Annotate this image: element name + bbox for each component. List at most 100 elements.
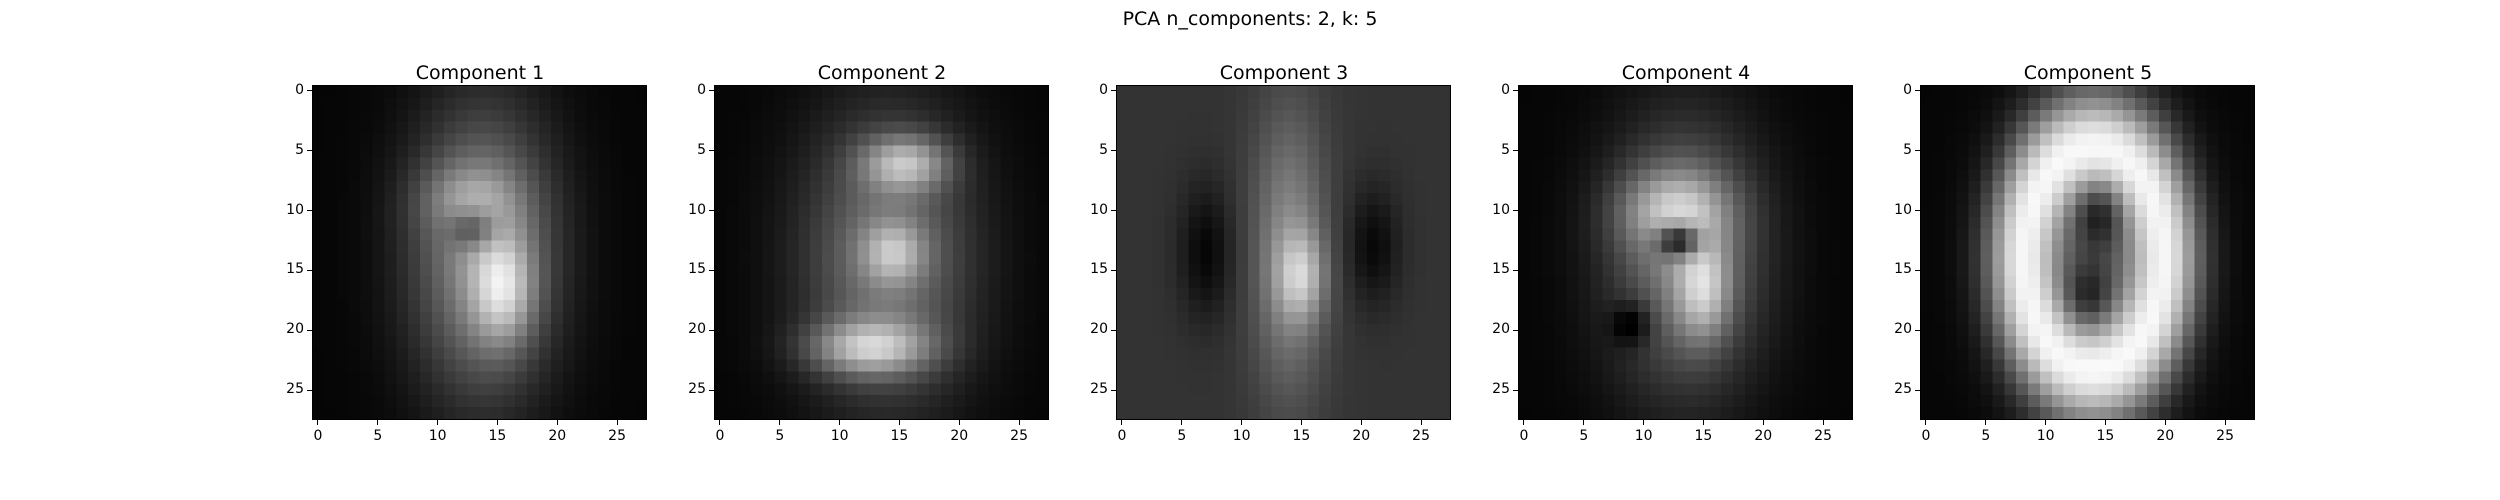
x-tick-label: 0	[313, 428, 323, 444]
component-3-image	[1116, 85, 1451, 420]
x-tick-mark	[556, 420, 558, 425]
y-tick-mark	[1513, 389, 1518, 391]
x-tick-label: 15	[488, 428, 507, 444]
y-tick-mark	[307, 269, 312, 271]
panel-title: Component 1	[415, 62, 545, 84]
x-tick-label: 20	[548, 428, 567, 444]
panel-title: Component 2	[817, 62, 947, 84]
x-tick-mark	[1643, 420, 1645, 425]
y-tick-label: 20	[688, 321, 706, 338]
x-tick-mark	[1241, 420, 1243, 425]
x-tick-label: 0	[1921, 428, 1931, 444]
x-tick-mark	[1300, 420, 1302, 425]
y-tick-mark	[709, 90, 714, 92]
y-tick-label: 5	[697, 141, 706, 158]
y-tick-label: 10	[1894, 201, 1912, 218]
component-1-image	[312, 85, 647, 420]
x-tick-mark	[719, 420, 721, 425]
component-2-panel: Component 2 0 5 10 15 20 25 0 5 10 15 20 25	[688, 0, 1090, 500]
x-tick-mark	[496, 420, 498, 425]
x-tick-label: 15	[1694, 428, 1713, 444]
x-tick-mark	[1121, 420, 1123, 425]
y-tick-label: 5	[1903, 141, 1912, 158]
y-tick-label: 5	[295, 141, 304, 158]
y-tick-mark	[1513, 329, 1518, 331]
y-tick-mark	[709, 269, 714, 271]
y-tick-mark	[307, 389, 312, 391]
y-tick-mark	[1111, 90, 1116, 92]
x-tick-mark	[616, 420, 618, 425]
y-tick-label: 15	[1090, 261, 1108, 278]
y-tick-label: 15	[1894, 261, 1912, 278]
y-tick-label: 25	[688, 381, 706, 398]
y-tick-mark	[307, 329, 312, 331]
y-tick-label: 0	[697, 81, 706, 98]
y-tick-label: 25	[286, 381, 304, 398]
y-tick-mark	[709, 150, 714, 152]
y-tick-mark	[1915, 150, 1920, 152]
y-tick-label: 0	[1501, 81, 1510, 98]
y-tick-mark	[1111, 389, 1116, 391]
y-tick-mark	[709, 389, 714, 391]
x-tick-label: 10	[830, 428, 849, 444]
x-tick-mark	[1018, 420, 1020, 425]
y-tick-label: 5	[1501, 141, 1510, 158]
x-tick-mark	[1420, 420, 1422, 425]
y-tick-label: 10	[1492, 201, 1510, 218]
x-tick-mark	[1822, 420, 1824, 425]
x-tick-mark	[1360, 420, 1362, 425]
y-tick-mark	[307, 150, 312, 152]
x-tick-mark	[1523, 420, 1525, 425]
x-tick-label: 10	[428, 428, 447, 444]
x-tick-mark	[779, 420, 781, 425]
component-5-panel: Component 5 0 5 10 15 20 25 0 5 10 15 20 25	[1894, 0, 2296, 500]
y-tick-label: 25	[1090, 381, 1108, 398]
x-tick-label: 0	[715, 428, 725, 444]
component-4-image	[1518, 85, 1853, 420]
y-tick-mark	[1915, 90, 1920, 92]
y-tick-mark	[1915, 329, 1920, 331]
y-tick-mark	[1915, 210, 1920, 212]
panel-title: Component 3	[1219, 62, 1349, 84]
x-tick-label: 20	[1754, 428, 1773, 444]
y-tick-mark	[307, 210, 312, 212]
x-tick-label: 25	[1412, 428, 1430, 444]
y-tick-mark	[1111, 269, 1116, 271]
panel-title: Component 5	[2023, 62, 2153, 84]
x-tick-mark	[1925, 420, 1927, 425]
x-tick-label: 20	[2156, 428, 2175, 444]
x-tick-label: 15	[890, 428, 909, 444]
x-tick-mark	[2104, 420, 2106, 425]
component-2-image	[714, 85, 1049, 420]
x-tick-label: 5	[1579, 428, 1589, 444]
panel-title: Component 4	[1621, 62, 1751, 84]
x-tick-label: 25	[1010, 428, 1028, 444]
y-tick-label: 15	[688, 261, 706, 278]
x-tick-mark	[1762, 420, 1764, 425]
y-tick-label: 25	[1492, 381, 1510, 398]
y-tick-mark	[1111, 210, 1116, 212]
x-tick-label: 5	[1981, 428, 1991, 444]
x-tick-mark	[958, 420, 960, 425]
x-tick-label: 5	[775, 428, 785, 444]
x-tick-mark	[1181, 420, 1183, 425]
x-tick-mark	[317, 420, 319, 425]
component-3-panel: Component 3 0 5 10 15 20 25 0 5 10 15 20 25	[1090, 0, 1492, 500]
y-tick-mark	[307, 90, 312, 92]
y-tick-label: 15	[286, 261, 304, 278]
x-tick-label: 0	[1519, 428, 1529, 444]
y-tick-label: 25	[1894, 381, 1912, 398]
x-tick-label: 15	[2096, 428, 2115, 444]
x-tick-label: 10	[2036, 428, 2055, 444]
y-tick-mark	[1513, 210, 1518, 212]
x-tick-mark	[1583, 420, 1585, 425]
x-tick-mark	[437, 420, 439, 425]
y-tick-label: 15	[1492, 261, 1510, 278]
component-5-image	[1920, 85, 2255, 420]
x-tick-label: 0	[1117, 428, 1127, 444]
y-tick-mark	[1915, 269, 1920, 271]
x-tick-label: 25	[608, 428, 626, 444]
x-tick-label: 20	[1352, 428, 1371, 444]
x-tick-mark	[1702, 420, 1704, 425]
